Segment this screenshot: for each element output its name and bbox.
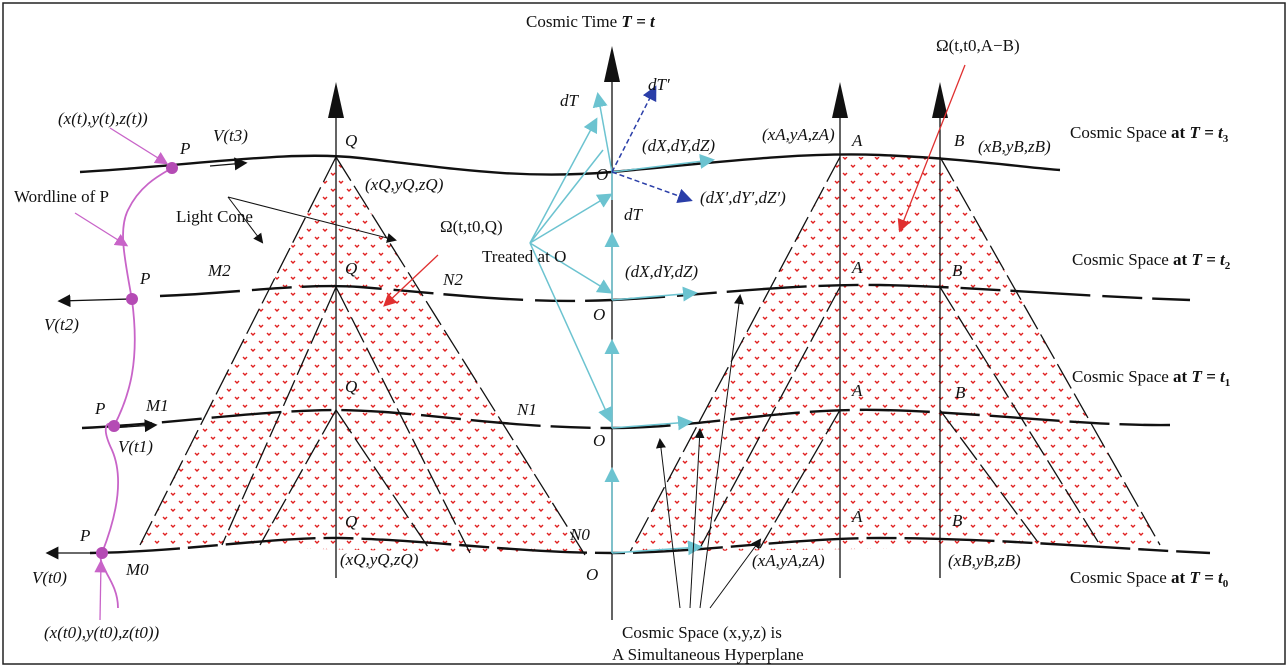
p-dots	[96, 162, 178, 559]
cone-q-edges	[139, 156, 586, 556]
b-label-t2: B	[952, 261, 963, 280]
b-label-t0: B	[952, 511, 963, 530]
velocity-t2: V(t2)	[44, 315, 79, 334]
wordline-label: Wordline of P	[14, 187, 109, 206]
footer-line-1: Cosmic Space (x,y,z) is	[622, 623, 782, 642]
cone-q-region	[140, 157, 585, 555]
velocity-t0: V(t0)	[32, 568, 67, 587]
light-cone-label: Light Cone	[176, 207, 253, 226]
p-coord-top: (x(t),y(t),z(t))	[58, 109, 148, 128]
a-coord-bottom: (xA,yA,zA)	[752, 551, 825, 570]
b-coord-top: (xB,yB,zB)	[978, 137, 1051, 156]
dXYZ-label-mid: (dX,dY,dZ)	[625, 262, 698, 281]
p-label-t2: P	[139, 269, 150, 288]
o-label-t0: O	[586, 565, 598, 584]
a-label-t1: A	[851, 381, 863, 400]
a-coord-top: (xA,yA,zA)	[762, 125, 835, 144]
a-label-t3: A	[851, 131, 863, 150]
q-coord-top: (xQ,yQ,zQ)	[365, 175, 444, 194]
q-label-t2: Q	[345, 259, 357, 278]
space-label-t3: Cosmic Space at T = t3	[1070, 123, 1229, 145]
cone-ab-edges	[629, 156, 1161, 553]
p-pointer-arrows	[74, 127, 169, 621]
b-label-t3: B	[954, 131, 965, 150]
q-coord-bottom: (xQ,yQ,zQ)	[340, 550, 419, 569]
n2-label: N2	[442, 270, 463, 289]
axis-arrowheads	[328, 46, 948, 118]
n1-label: N1	[516, 400, 537, 419]
treated-at-o: Treated at O	[482, 247, 566, 266]
cyan-vectors	[529, 92, 715, 556]
omega-ab-pointer	[897, 64, 966, 233]
o-label-t1: O	[593, 431, 605, 450]
space-label-t2: Cosmic Space at T = t2	[1072, 250, 1231, 272]
dT-label: dT	[560, 91, 580, 110]
m2-label: M2	[207, 261, 231, 280]
m1-label: M1	[145, 396, 169, 415]
b-coord-bottom: (xB,yB,zB)	[948, 551, 1021, 570]
omega-ab: Ω(t,t0,A−B)	[936, 36, 1020, 55]
light-cone-pointer	[227, 196, 397, 244]
o-label-t2: O	[593, 305, 605, 324]
velocity-t3: V(t3)	[213, 126, 248, 145]
p-label-t0: P	[79, 526, 90, 545]
omega-q: Ω(t,t0,Q)	[440, 217, 503, 236]
q-label-t3: Q	[345, 131, 357, 150]
cone-ab-region	[630, 157, 1160, 552]
footer-line-2: A Simultaneous Hyperplane	[612, 645, 804, 664]
p-label-t1: P	[94, 399, 105, 418]
q-label-t0: Q	[345, 512, 357, 531]
dT-label-2: dT	[624, 205, 644, 224]
b-label-t1: B	[955, 383, 966, 402]
a-label-t2: A	[851, 258, 863, 277]
p-label-t3: P	[179, 139, 190, 158]
dXYZ-prime-label: (dX′,dY′,dZ′)	[700, 188, 786, 207]
q-label-t1: Q	[345, 377, 357, 396]
velocity-t1: V(t1)	[118, 437, 153, 456]
space-label-t1: Cosmic Space at T = t1	[1072, 367, 1230, 389]
m0-label: M0	[125, 560, 149, 579]
dXYZ-label-top: (dX,dY,dZ)	[642, 136, 715, 155]
time-axis-title: Cosmic Time T = t	[526, 12, 656, 31]
a-label-t0: A	[851, 507, 863, 526]
space-label-t0: Cosmic Space at T = t0	[1070, 568, 1229, 590]
dT-prime-label: dT′	[648, 75, 670, 94]
primed-vectors	[611, 85, 693, 204]
n0-label: N0	[569, 525, 590, 544]
p-coord-bottom: (x(t0),y(t0),z(t0))	[44, 623, 160, 642]
omega-q-pointer	[383, 254, 439, 307]
footer-pointers	[655, 294, 762, 609]
o-label-t3: O	[596, 165, 608, 184]
